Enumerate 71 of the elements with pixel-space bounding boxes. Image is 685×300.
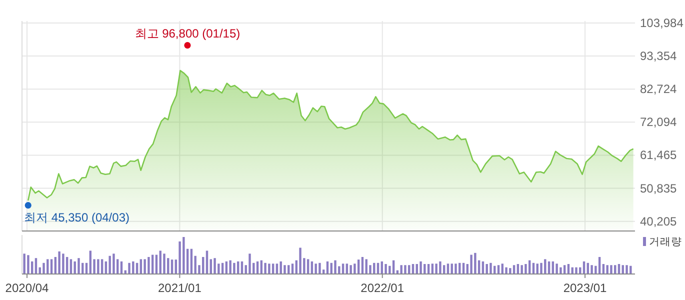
y-tick-label: 72,094 — [640, 115, 678, 130]
bar — [556, 264, 558, 274]
bar — [560, 267, 562, 274]
bar — [318, 262, 321, 274]
bar — [97, 259, 100, 274]
bar — [23, 254, 26, 274]
y-tick-label: 82,724 — [640, 82, 678, 96]
bar — [148, 256, 150, 274]
bar — [144, 259, 146, 274]
bar — [248, 254, 251, 274]
bar — [42, 262, 45, 274]
bar — [490, 262, 492, 274]
bar — [299, 248, 302, 274]
bar — [314, 264, 317, 274]
bar — [606, 265, 608, 274]
x-tick-label: 2022/01 — [360, 281, 404, 295]
bar — [524, 264, 527, 274]
bar — [424, 264, 426, 274]
bar — [89, 250, 92, 274]
bar — [626, 265, 628, 274]
bar — [575, 267, 578, 274]
bar — [112, 254, 115, 274]
bar — [229, 260, 232, 274]
y-tick-label: 103,984 — [640, 16, 684, 30]
y-tick-label: 50,835 — [640, 181, 678, 196]
bar — [544, 259, 546, 274]
bar — [520, 265, 523, 274]
bar — [108, 256, 111, 274]
bar — [354, 264, 356, 274]
bar — [27, 255, 30, 274]
annotation: 최고 96,800 (01/15) — [134, 26, 240, 40]
y-tick-label: 40,205 — [640, 214, 678, 228]
bar — [206, 250, 208, 274]
bar — [454, 264, 457, 274]
bar — [78, 258, 80, 274]
bar — [470, 254, 472, 274]
bar — [540, 262, 542, 274]
x-tick-label: 2020/04 — [5, 281, 50, 295]
bar — [334, 260, 336, 274]
bar — [384, 264, 387, 274]
bar — [400, 265, 402, 274]
bar — [474, 252, 476, 274]
bar — [268, 264, 270, 274]
bar — [159, 250, 162, 274]
bar — [350, 265, 352, 274]
bar — [128, 262, 130, 274]
bar — [163, 254, 166, 274]
bar — [404, 265, 406, 274]
x-tick-label: 2021/01 — [158, 281, 202, 295]
annotation: 최저 45,350 (04/03) — [24, 210, 130, 224]
bar — [439, 261, 442, 274]
bar — [132, 261, 134, 274]
bar — [233, 262, 236, 274]
bar — [182, 237, 185, 274]
bar — [214, 258, 216, 274]
bar — [630, 266, 632, 274]
bar — [264, 262, 266, 274]
x-tick-label: 2023/01 — [563, 281, 608, 295]
bar — [509, 268, 512, 274]
bar — [435, 264, 438, 274]
y-tick-label: 61,465 — [640, 148, 678, 162]
bar — [610, 265, 612, 274]
bar — [62, 254, 64, 274]
bar — [58, 251, 60, 274]
y-tick-label: 93,354 — [640, 49, 678, 64]
bar — [505, 267, 508, 274]
legend-label: 거래량 — [649, 236, 682, 248]
bar — [284, 265, 286, 274]
bar — [590, 265, 593, 274]
bar — [178, 241, 181, 274]
bar — [420, 261, 422, 274]
